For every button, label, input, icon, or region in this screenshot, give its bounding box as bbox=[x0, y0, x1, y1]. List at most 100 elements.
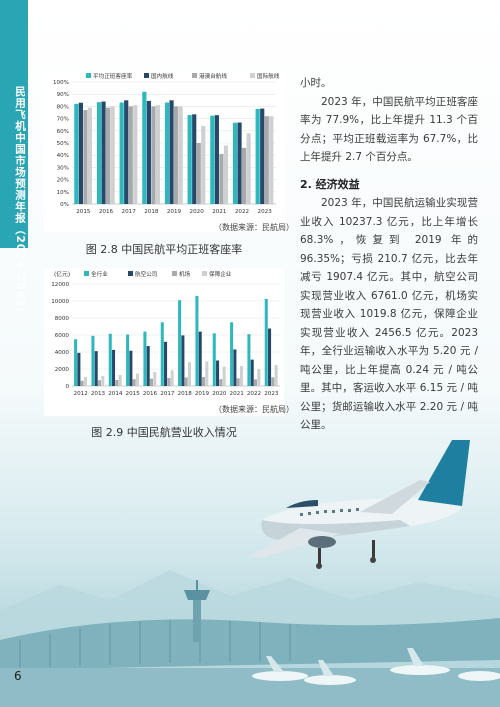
bar bbox=[214, 115, 219, 204]
bar bbox=[257, 369, 261, 386]
bar bbox=[233, 349, 237, 386]
bar bbox=[174, 106, 179, 204]
bar bbox=[210, 115, 215, 204]
x-tick-label: 2015 bbox=[76, 209, 91, 215]
y-unit-label: (亿元) bbox=[54, 270, 70, 278]
bar bbox=[135, 373, 139, 386]
bar bbox=[153, 371, 157, 386]
bar bbox=[232, 122, 238, 204]
legend-label: 国际航线 bbox=[257, 72, 280, 80]
bar bbox=[250, 359, 254, 386]
x-tick-label: 2013 bbox=[91, 391, 106, 397]
bar bbox=[264, 116, 269, 204]
figure-2-source: （数据来源：民航局） bbox=[214, 405, 294, 414]
bar bbox=[164, 102, 170, 204]
y-tick-label: 90% bbox=[57, 92, 69, 98]
bar bbox=[205, 361, 209, 386]
operating-revenue-chart: 全行业 航空公司 机场 保障企业 (亿元) 0 2000 4000 6000 8000 10000 1… bbox=[44, 268, 284, 416]
bar bbox=[192, 114, 197, 204]
bar bbox=[255, 108, 260, 204]
bar bbox=[269, 116, 274, 204]
bar bbox=[96, 102, 102, 204]
legend-label: 港澳台航线 bbox=[199, 72, 227, 80]
y-tick-label: 2000 bbox=[55, 367, 70, 373]
paragraph-1: 小时。 bbox=[300, 77, 332, 89]
bar bbox=[142, 91, 147, 204]
bar bbox=[222, 366, 226, 386]
bar bbox=[118, 374, 122, 386]
figure-2-caption: 图 2.9 中国民航营业收入情况 bbox=[91, 426, 237, 439]
passenger-load-factor-chart: 平均正班客座率 国内航线 港澳台航线 国际航线 0% 10% 20% 30% 40% 50% 60%… bbox=[44, 72, 284, 232]
bar bbox=[264, 298, 268, 386]
bar bbox=[242, 147, 247, 204]
y-tick-label: 30% bbox=[57, 165, 69, 171]
bar bbox=[169, 100, 174, 204]
legend-swatch bbox=[172, 271, 177, 276]
bar bbox=[126, 334, 130, 386]
bar bbox=[178, 300, 182, 386]
bar bbox=[74, 103, 79, 204]
bar bbox=[112, 349, 116, 386]
bar bbox=[274, 365, 278, 386]
bar bbox=[181, 335, 185, 386]
bar bbox=[236, 378, 240, 386]
bar bbox=[146, 100, 151, 204]
bar bbox=[80, 380, 84, 386]
bar bbox=[260, 108, 265, 204]
bar bbox=[219, 153, 224, 204]
y-tick-label: 0 bbox=[65, 384, 69, 390]
x-tick-label: 2023 bbox=[264, 391, 279, 397]
y-tick-label: 40% bbox=[57, 153, 69, 159]
bar bbox=[196, 143, 201, 204]
legend-label: 航空公司 bbox=[135, 270, 157, 278]
x-tick-label: 2014 bbox=[108, 391, 123, 397]
bar bbox=[129, 350, 133, 386]
legend-swatch bbox=[192, 73, 197, 78]
x-tick-label: 2018 bbox=[144, 209, 159, 215]
paragraph-2: 2023 年，中国民航平均正班客座率为 77.9%，比上年提升 11.3 个百分… bbox=[300, 95, 478, 164]
y-tick-label: 70% bbox=[57, 117, 69, 123]
figure-1-caption: 图 2.8 中国民航平均正班客座率 bbox=[85, 243, 243, 256]
bar bbox=[106, 107, 111, 204]
y-tick-label: 0% bbox=[60, 202, 69, 208]
x-tick-label: 2022 bbox=[247, 391, 261, 397]
y-tick-label: 80% bbox=[57, 104, 69, 110]
bar bbox=[155, 105, 161, 204]
load-factor-svg: 平均正班客座率 国内航线 港澳台航线 国际航线 0% 10% 20% 30% 40% 50% 60%… bbox=[53, 72, 280, 215]
side-tab bbox=[0, 0, 28, 248]
bar bbox=[83, 110, 88, 204]
y-tick-label: 60% bbox=[57, 129, 69, 135]
bar bbox=[87, 107, 93, 204]
bar bbox=[150, 378, 154, 386]
side-title: 民用飞机中国市场预测年报（2024-2043） bbox=[14, 86, 26, 319]
bar bbox=[98, 380, 102, 386]
x-tick-label: 2012 bbox=[74, 391, 88, 397]
x-tick-label: 2020 bbox=[212, 391, 227, 397]
x-tick-label: 2016 bbox=[99, 209, 114, 215]
body-text-column: 小时。 2023 年，中国民航平均正班客座率为 77.9%，比上年提升 11.3… bbox=[300, 74, 478, 435]
landing-airplane bbox=[250, 440, 470, 569]
bar bbox=[219, 379, 223, 386]
bar bbox=[195, 295, 199, 386]
y-tick-label: 10% bbox=[57, 190, 69, 196]
bar bbox=[128, 106, 133, 204]
bar bbox=[124, 100, 129, 204]
bar bbox=[160, 322, 164, 386]
bar bbox=[247, 334, 251, 386]
bar bbox=[101, 375, 105, 386]
section-heading: 2. 经济效益 bbox=[300, 177, 360, 191]
bar bbox=[187, 362, 191, 386]
bar bbox=[187, 115, 192, 204]
bar bbox=[164, 341, 168, 386]
bar bbox=[212, 333, 216, 386]
bar bbox=[271, 377, 275, 386]
legend-label: 全行业 bbox=[91, 270, 108, 278]
legend-swatch bbox=[144, 73, 149, 78]
y-tick-label: 12000 bbox=[51, 282, 69, 288]
y-tick-label: 10000 bbox=[51, 299, 69, 305]
x-tick-label: 2021 bbox=[230, 391, 245, 397]
bar bbox=[146, 346, 150, 386]
bar bbox=[119, 102, 124, 204]
legend-label: 平均正班客座率 bbox=[93, 72, 133, 80]
paragraph-3: 2023 年，中国民航运输业实现营业收入 10237.3 亿元，比上年增长 68… bbox=[300, 197, 478, 431]
